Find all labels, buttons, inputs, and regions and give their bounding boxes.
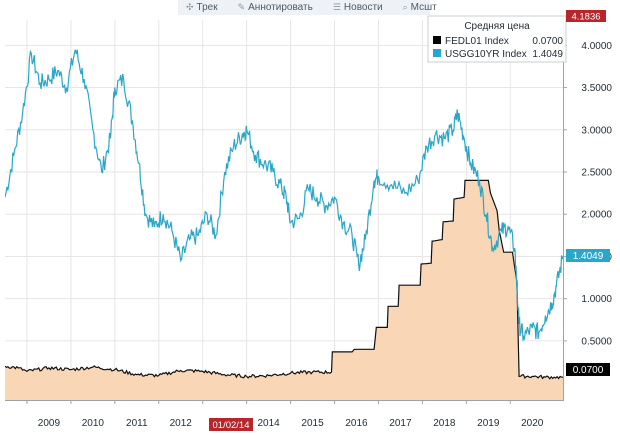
legend-name-usgg10yr: USGG10YR Index [445,49,527,60]
fedl01-line [5,179,563,380]
x-tick-label: 2012 [170,418,193,429]
x-tick-label: 2009 [38,418,61,429]
news-icon: ☰ [332,2,341,12]
usgg10yr-badge-value: 1.4049 [573,251,604,262]
news-label: Новости [343,2,383,13]
fedl01-badge-bg [566,363,610,376]
y-tick-label: 3.0000 [581,125,612,136]
legend-value-fedl01: 0.0700 [532,36,563,47]
legend-name-fedl01: FEDL01 Index [445,36,509,47]
legend: Средняя цена FEDL01 Index 0.0700 USGG10Y… [427,15,567,63]
y-axis: 4.00003.50003.00002.50002.00001.50001.00… [563,41,612,347]
x-axis-line [5,400,563,401]
crosshair-icon: ✣ [186,2,194,12]
legend-swatch-fedl01 [433,36,441,44]
y-tick-label: 1.0000 [581,294,612,305]
x-axis: 2009201020112012201320142015201620172018… [26,400,544,429]
x-tick-label: 2020 [521,418,544,429]
x-tick-label: 2015 [301,418,324,429]
annotate-button[interactable]: ✎ Аннотировать [238,2,313,13]
x-tick-label: 2014 [257,418,280,429]
x-tick-label: 2017 [389,418,412,429]
grid-lines [5,20,563,400]
x-tick-label: 2016 [345,418,368,429]
date-badge-bg [209,418,253,431]
legend-value-usgg10yr: 1.4049 [532,49,563,60]
y-tick-label: 2.5000 [581,168,612,179]
x-tick-label: 2010 [82,418,105,429]
zoom-button[interactable]: ⌕ Мсшт [403,2,437,13]
zoom-icon: ⌕ [402,2,408,12]
y-tick-label: 4.0000 [581,41,612,52]
x-tick-label: 2019 [477,418,500,429]
y-axis-line [563,20,564,401]
legend-title: Средняя цена [464,21,530,32]
track-label: Трек [196,2,218,13]
y-tick-label: 2.0000 [581,210,612,221]
y-tick-label: 3.5000 [581,83,612,94]
y-tick-label: 0.5000 [581,336,612,347]
pencil-icon: ✎ [237,2,246,12]
usgg10yr-badge-bg [566,249,610,262]
x-tick-label: 2018 [433,418,456,429]
usgg10yr-line [5,49,563,341]
top-badge-value: 4.1836 [571,12,600,23]
legend-box [427,15,567,63]
top-badge-bg [566,10,606,22]
legend-swatch-usgg10yr [433,49,441,57]
fedl01-area [5,180,563,400]
news-button[interactable]: ☰ Новости [333,2,383,13]
date-badge-value: 01/02/14 [213,420,250,431]
track-button[interactable]: ✣ Трек [186,2,218,13]
date-cursor-badge: 01/02/14 [209,418,253,431]
x-tick-label: 2011 [126,418,148,429]
top-value-badge: 4.1836 [566,10,606,23]
chart-toolbar: ✣ Трек ✎ Аннотировать ☰ Новости ⌕ Мсшт [178,0,437,15]
annotate-label: Аннотировать [248,2,313,13]
zoom-label: Мсшт [410,2,437,13]
fedl01-badge-value: 0.0700 [573,365,604,376]
usgg10yr-value-badge: 1.4049 [566,249,610,262]
fedl01-value-badge: 0.0700 [566,363,610,376]
